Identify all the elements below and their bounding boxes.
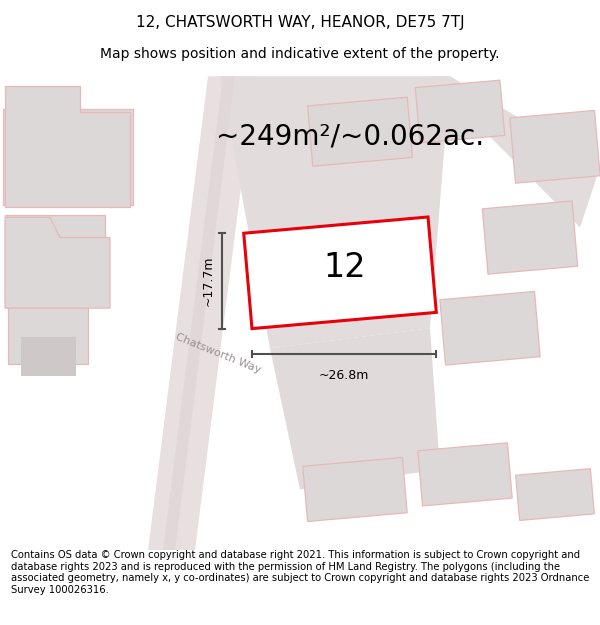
Text: 12: 12 bbox=[323, 251, 367, 284]
Polygon shape bbox=[5, 86, 130, 208]
Polygon shape bbox=[20, 338, 76, 376]
Polygon shape bbox=[510, 111, 600, 183]
Text: ~26.8m: ~26.8m bbox=[319, 369, 370, 382]
Polygon shape bbox=[440, 291, 540, 365]
Polygon shape bbox=[482, 201, 578, 274]
Polygon shape bbox=[3, 109, 133, 205]
Text: Map shows position and indicative extent of the property.: Map shows position and indicative extent… bbox=[100, 48, 500, 61]
Text: Chatsworth Way: Chatsworth Way bbox=[174, 332, 262, 375]
Polygon shape bbox=[244, 217, 436, 329]
Polygon shape bbox=[270, 328, 440, 489]
Polygon shape bbox=[303, 458, 407, 521]
Polygon shape bbox=[515, 469, 595, 521]
Polygon shape bbox=[220, 76, 450, 348]
Polygon shape bbox=[5, 217, 110, 308]
Text: 12, CHATSWORTH WAY, HEANOR, DE75 7TJ: 12, CHATSWORTH WAY, HEANOR, DE75 7TJ bbox=[136, 15, 464, 30]
Polygon shape bbox=[148, 76, 255, 550]
Polygon shape bbox=[308, 97, 412, 166]
Polygon shape bbox=[430, 76, 600, 228]
Polygon shape bbox=[5, 215, 105, 291]
Polygon shape bbox=[415, 80, 505, 143]
Polygon shape bbox=[163, 76, 235, 550]
Polygon shape bbox=[8, 303, 88, 364]
Polygon shape bbox=[418, 443, 512, 506]
Text: Contains OS data © Crown copyright and database right 2021. This information is : Contains OS data © Crown copyright and d… bbox=[11, 550, 589, 595]
Text: ~249m²/~0.062ac.: ~249m²/~0.062ac. bbox=[216, 122, 484, 151]
Text: ~17.7m: ~17.7m bbox=[201, 256, 214, 306]
